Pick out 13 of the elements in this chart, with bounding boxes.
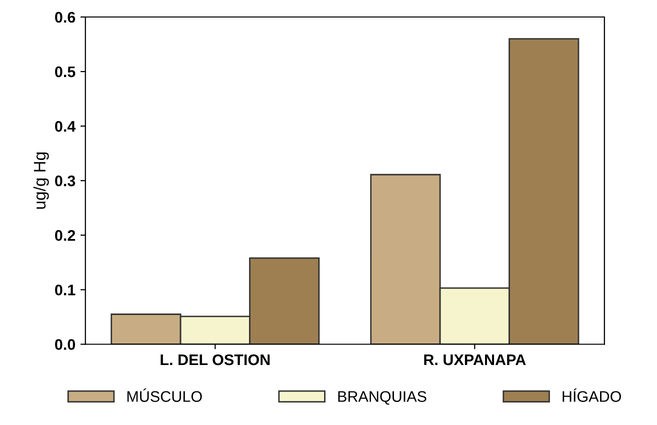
x-tick-label: R. UXPANAPA [424,354,526,366]
y-tick-label: 0.0 [55,339,76,350]
y-tick-label: 0.5 [55,66,76,78]
y-tick-label: 0.1 [55,284,76,296]
y-tick-label: 0.6 [55,12,76,23]
x-tick-label: L. DEL OSTION [160,354,270,366]
legend-label: HÍGADO [562,388,621,402]
legend-label: BRANQUIAS [338,391,426,405]
y-axis-title: ug/g Hg [33,152,49,209]
legend-label: MÚSCULO [127,388,202,402]
y-tick-label: 0.4 [55,120,76,132]
y-tick-label: 0.2 [55,230,76,241]
y-tick-label: 0.3 [55,175,76,186]
